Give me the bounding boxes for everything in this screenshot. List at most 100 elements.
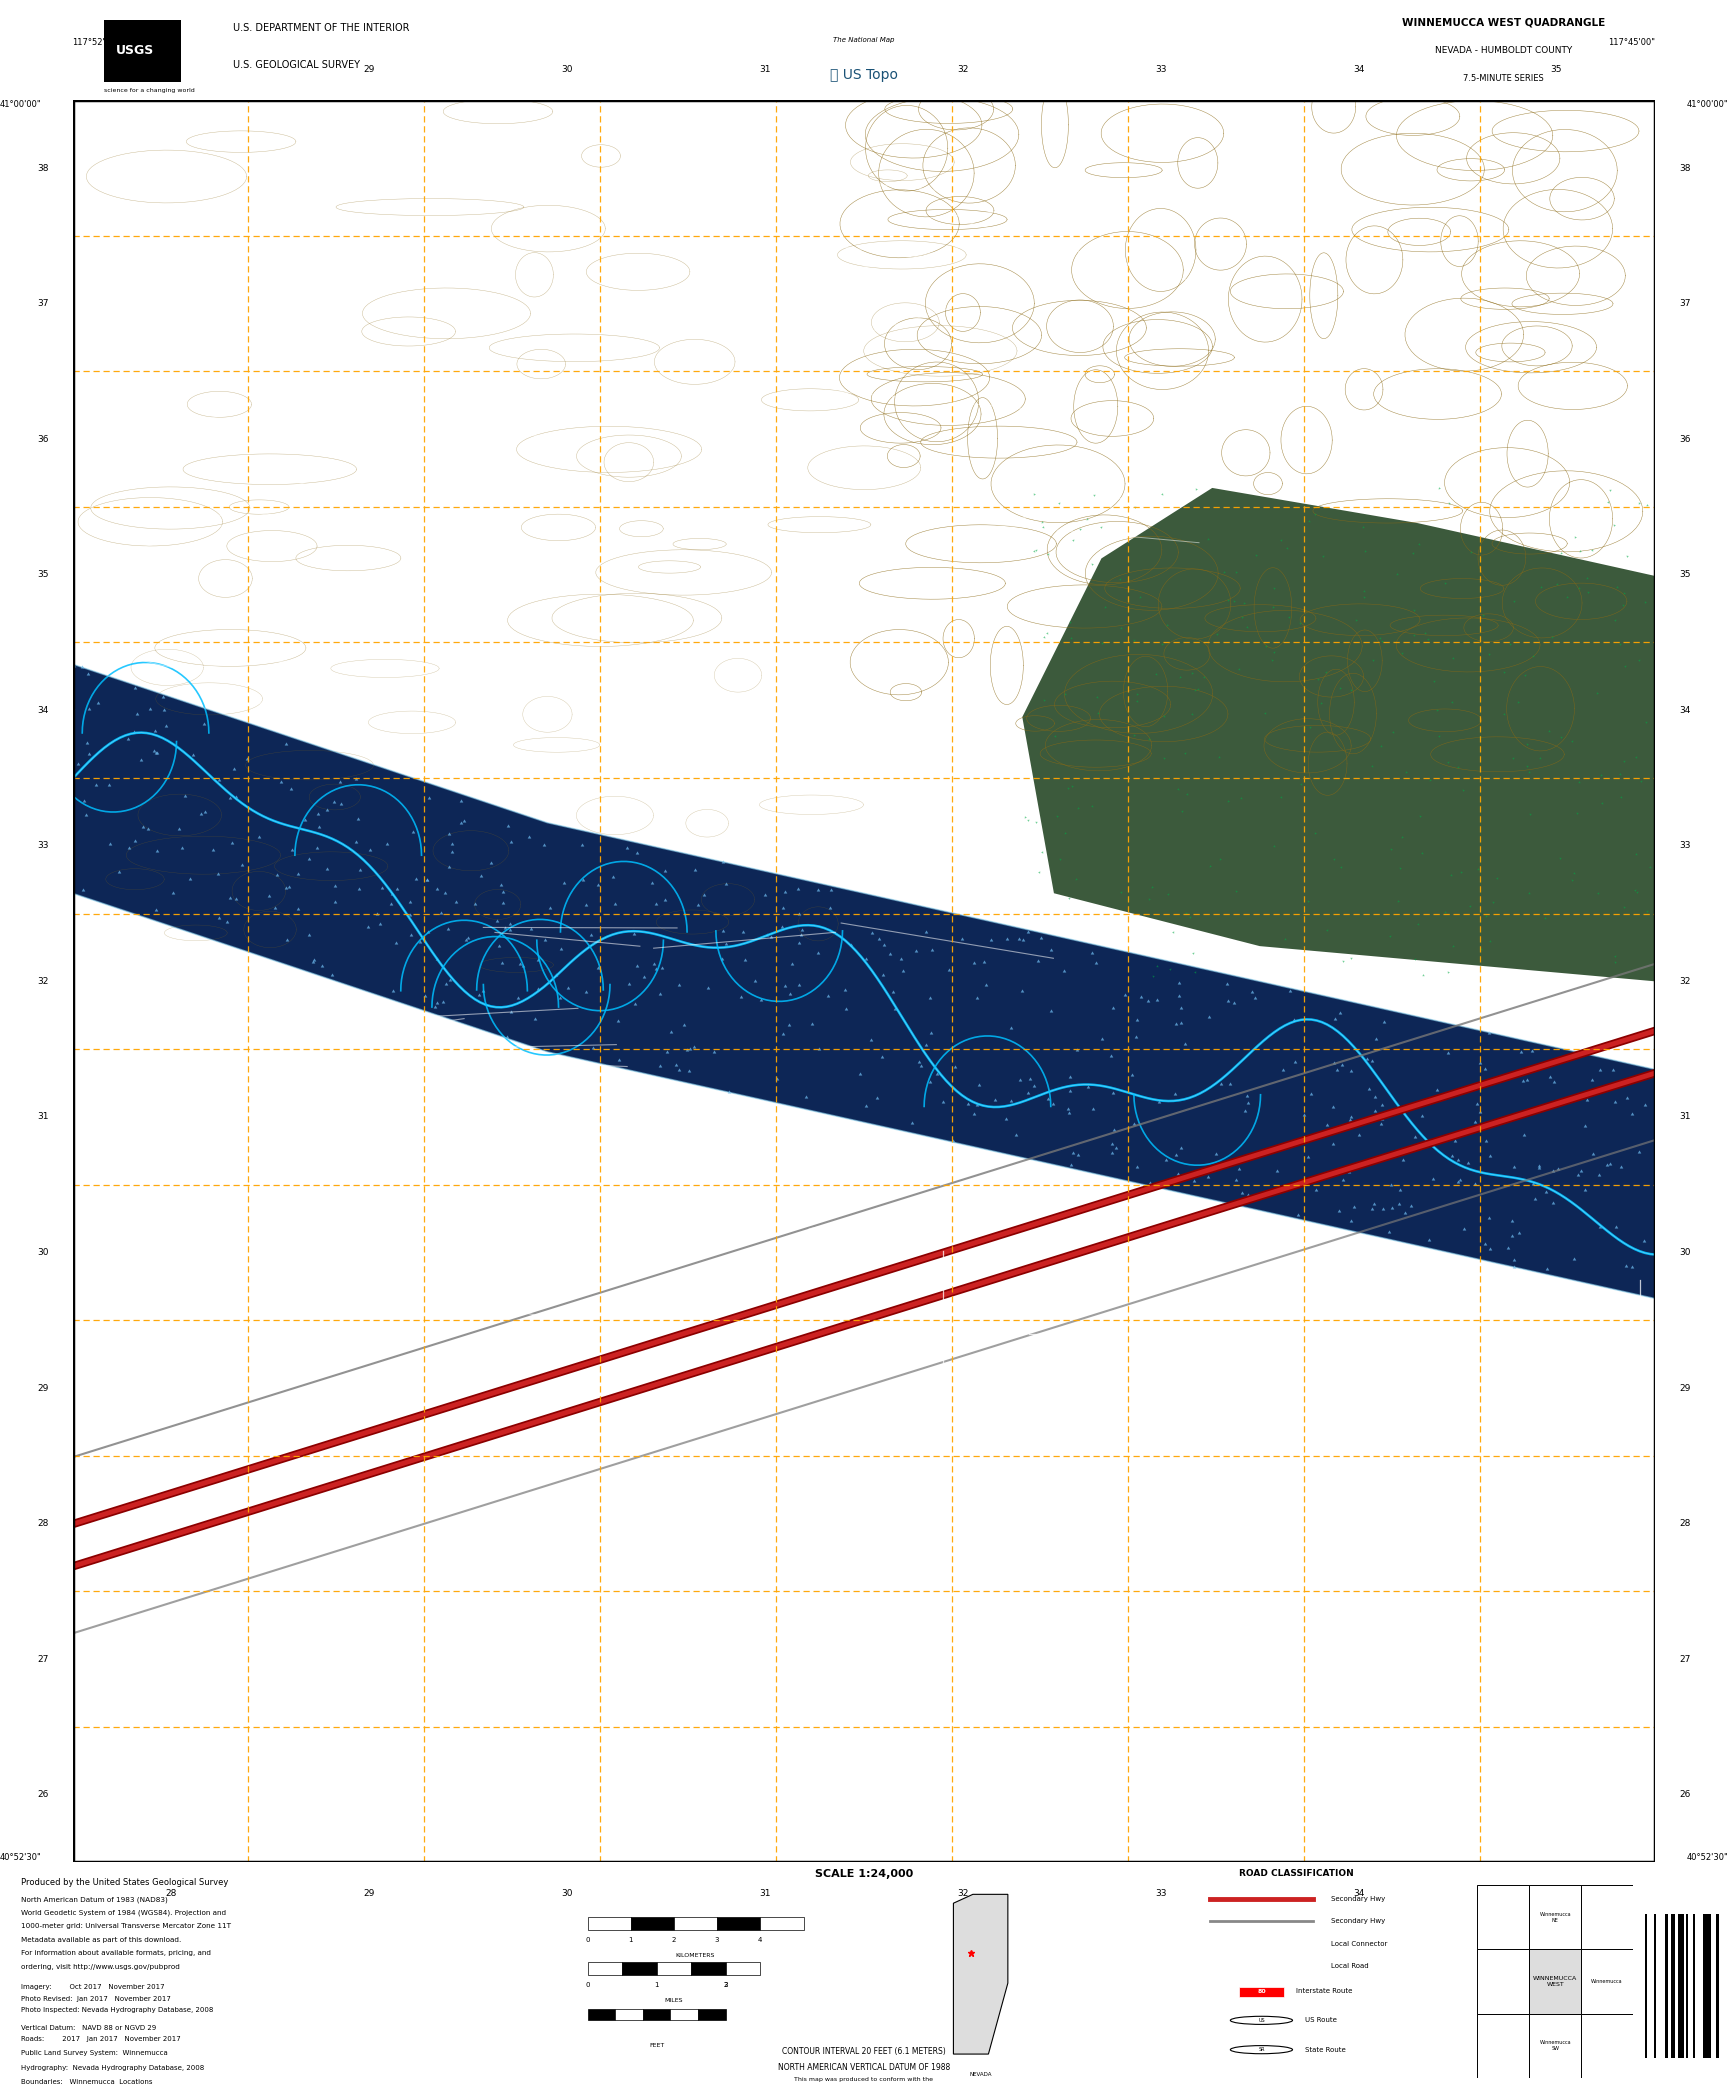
Text: 30: 30	[562, 1890, 574, 1898]
Text: North American Datum of 1983 (NAD83): North American Datum of 1983 (NAD83)	[21, 1896, 168, 1902]
Text: This map was produced to conform with the: This map was produced to conform with th…	[795, 2078, 933, 2082]
Polygon shape	[73, 664, 1655, 1299]
Text: 29: 29	[363, 65, 375, 73]
Bar	[674, 1917, 717, 1929]
Text: 28: 28	[166, 65, 178, 73]
Text: 7.5-MINUTE SERIES: 7.5-MINUTE SERIES	[1464, 73, 1543, 84]
Text: 35: 35	[1680, 570, 1690, 578]
Text: 1: 1	[655, 1982, 658, 1988]
Bar	[1671, 1915, 1674, 2059]
Bar	[1687, 1915, 1688, 2059]
Text: US: US	[1258, 2017, 1265, 2023]
Bar	[717, 1917, 760, 1929]
Text: 35: 35	[1550, 65, 1562, 73]
Text: science for a changing world: science for a changing world	[104, 88, 195, 94]
Text: 26: 26	[1680, 1789, 1690, 1800]
Text: 40°52'30": 40°52'30"	[1687, 1854, 1728, 1862]
Text: Local Road: Local Road	[1331, 1963, 1369, 1969]
Polygon shape	[1023, 489, 1655, 981]
Text: 26: 26	[38, 1789, 48, 1800]
Bar	[1657, 1915, 1664, 2059]
Bar	[622, 1963, 657, 1975]
Bar	[1529, 1950, 1581, 2013]
Text: Roads:        2017   Jan 2017   November 2017: Roads: 2017 Jan 2017 November 2017	[21, 2036, 180, 2042]
Bar	[1649, 1915, 1654, 2059]
Text: 33: 33	[1680, 841, 1690, 850]
Text: For information about available formats, pricing, and: For information about available formats,…	[21, 1950, 211, 1956]
Bar	[1581, 2013, 1633, 2078]
Text: 31: 31	[1680, 1113, 1690, 1121]
Text: Secondary Hwy: Secondary Hwy	[1331, 1896, 1384, 1902]
Text: ROAD CLASSIFICATION: ROAD CLASSIFICATION	[1239, 1869, 1353, 1879]
Text: 32: 32	[1680, 977, 1690, 986]
Text: 36: 36	[38, 434, 48, 443]
Bar	[1529, 2013, 1581, 2078]
Text: 31: 31	[38, 1113, 48, 1121]
Text: USGS: USGS	[116, 44, 154, 56]
Text: 41°00'00": 41°00'00"	[1687, 100, 1728, 109]
Text: 🗺 US Topo: 🗺 US Topo	[829, 69, 899, 81]
Text: 2: 2	[724, 1982, 727, 1988]
Bar	[631, 1917, 674, 1929]
Bar	[1688, 1915, 1692, 2059]
Text: U.S. GEOLOGICAL SURVEY: U.S. GEOLOGICAL SURVEY	[233, 61, 359, 71]
Text: MILES: MILES	[665, 1998, 683, 2002]
Text: 31: 31	[759, 1890, 771, 1898]
Text: 27: 27	[38, 1654, 48, 1664]
Bar	[588, 1963, 622, 1975]
Text: 4: 4	[759, 1938, 762, 1944]
Text: 29: 29	[1680, 1384, 1690, 1393]
Text: SCALE 1:24,000: SCALE 1:24,000	[816, 1869, 912, 1879]
Bar	[1678, 1915, 1683, 2059]
Text: US Route: US Route	[1305, 2017, 1336, 2023]
Text: Public Land Survey System:  Winnemucca: Public Land Survey System: Winnemucca	[21, 2050, 168, 2057]
Bar	[588, 1917, 631, 1929]
Text: The National Map: The National Map	[833, 38, 895, 44]
Bar	[1676, 1915, 1678, 2059]
Bar	[1529, 1885, 1581, 1950]
Bar	[1477, 1885, 1529, 1950]
Bar	[1693, 1915, 1695, 2059]
Text: 3: 3	[715, 1938, 719, 1944]
Text: 3: 3	[724, 1982, 727, 1988]
Text: 0: 0	[586, 1982, 589, 1988]
Text: Produced by the United States Geological Survey: Produced by the United States Geological…	[21, 1879, 228, 1888]
Circle shape	[1230, 2017, 1293, 2025]
Text: 1000-meter grid: Universal Transverse Mercator Zone 11T: 1000-meter grid: Universal Transverse Me…	[21, 1923, 232, 1929]
Bar	[1645, 1915, 1647, 2059]
Text: 30: 30	[38, 1249, 48, 1257]
Bar	[1654, 1915, 1655, 2059]
Bar	[1719, 1915, 1728, 2059]
Bar	[1477, 2013, 1529, 2078]
Bar	[1664, 1915, 1669, 2059]
Text: State Route: State Route	[1305, 2046, 1346, 2053]
Text: World Geodetic System of 1984 (WGS84). Projection and: World Geodetic System of 1984 (WGS84). P…	[21, 1911, 226, 1917]
Text: 32: 32	[957, 65, 969, 73]
Text: NEVADA - HUMBOLDT COUNTY: NEVADA - HUMBOLDT COUNTY	[1434, 46, 1572, 54]
Text: 32: 32	[957, 1890, 969, 1898]
Text: SR: SR	[1258, 2046, 1265, 2053]
Text: Hydrography:  Nevada Hydrography Database, 2008: Hydrography: Nevada Hydrography Database…	[21, 2065, 204, 2071]
Text: 28: 28	[166, 1890, 178, 1898]
Text: 30: 30	[562, 65, 574, 73]
Bar	[1695, 1915, 1704, 2059]
Bar	[1581, 1950, 1633, 2013]
Text: NORTH AMERICAN VERTICAL DATUM OF 1988: NORTH AMERICAN VERTICAL DATUM OF 1988	[778, 2063, 950, 2071]
Text: 33: 33	[38, 841, 48, 850]
Text: 32: 32	[38, 977, 48, 986]
Bar	[615, 2009, 643, 2021]
Text: 2: 2	[672, 1938, 676, 1944]
Text: 36: 36	[1680, 434, 1690, 443]
Text: 33: 33	[1154, 65, 1166, 73]
Text: 29: 29	[363, 1890, 375, 1898]
Text: 29: 29	[38, 1384, 48, 1393]
Bar	[1239, 1986, 1284, 1996]
Text: 30: 30	[1680, 1249, 1690, 1257]
Text: KILOMETERS: KILOMETERS	[676, 1952, 715, 1959]
Text: CONTOUR INTERVAL 20 FEET (6.1 METERS): CONTOUR INTERVAL 20 FEET (6.1 METERS)	[783, 2048, 945, 2057]
Bar	[1711, 1915, 1716, 2059]
Text: 33: 33	[1154, 1890, 1166, 1898]
Text: ordering, visit http://www.usgs.gov/pubprod: ordering, visit http://www.usgs.gov/pubp…	[21, 1965, 180, 1969]
Bar	[1477, 1950, 1529, 2013]
Bar	[726, 1963, 760, 1975]
